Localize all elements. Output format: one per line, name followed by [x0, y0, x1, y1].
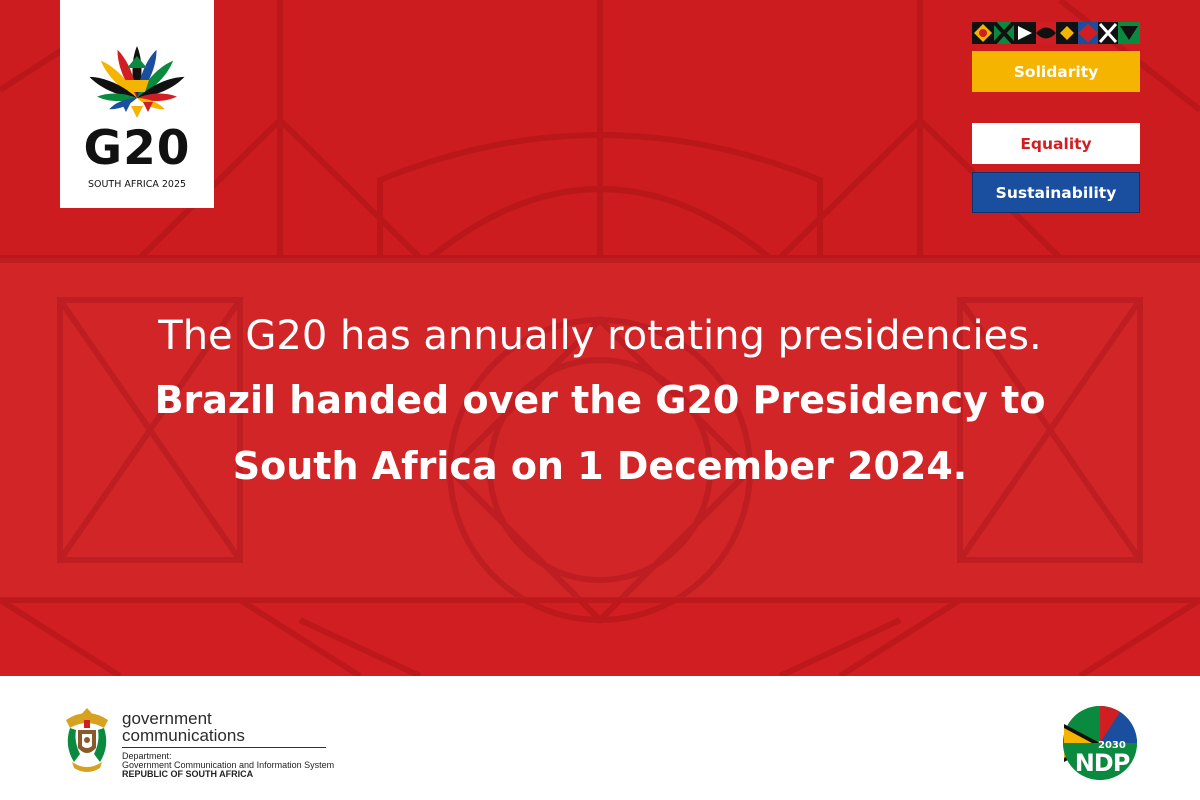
ndp-label: NDP — [1074, 749, 1131, 777]
gcis-title-line-1: government — [122, 709, 212, 728]
coat-of-arms-icon — [66, 708, 108, 772]
gcis-department-name: Government Communication and Information… — [122, 760, 335, 770]
message-line-2: Brazil handed over the G20 Presidency to — [154, 378, 1046, 422]
gcis-title-line-2: communications — [122, 726, 245, 745]
main-message: The G20 has annually rotating presidenci… — [40, 305, 1160, 499]
value-equality: Equality — [972, 123, 1140, 164]
gcis-country: REPUBLIC OF SOUTH AFRICA — [122, 769, 254, 779]
ndp-2030-logo-icon — [1063, 706, 1137, 780]
red-banner: G20 SOUTH AFRICA 2025 — [0, 0, 1200, 676]
values-panel: Solidarity Equality Sustainability — [972, 22, 1140, 213]
value-sustainability: Sustainability — [972, 172, 1140, 213]
gcis-divider — [122, 747, 326, 748]
g20-wordmark: G20 — [83, 121, 191, 176]
decorative-pattern-strip — [972, 22, 1140, 44]
message-line-3: South Africa on 1 December 2024. — [232, 444, 968, 488]
ndp-year: 2030 — [1098, 740, 1126, 751]
g20-subtitle: SOUTH AFRICA 2025 — [87, 179, 187, 190]
message-line-1: The G20 has annually rotating presidenci… — [158, 313, 1042, 359]
gcis-department-label: Department: — [122, 751, 172, 761]
g20-logo: G20 SOUTH AFRICA 2025 — [60, 0, 214, 208]
protea-flower-icon — [89, 46, 185, 118]
footer: government communications Department: Go… — [0, 676, 1200, 800]
value-solidarity: Solidarity — [972, 51, 1140, 92]
